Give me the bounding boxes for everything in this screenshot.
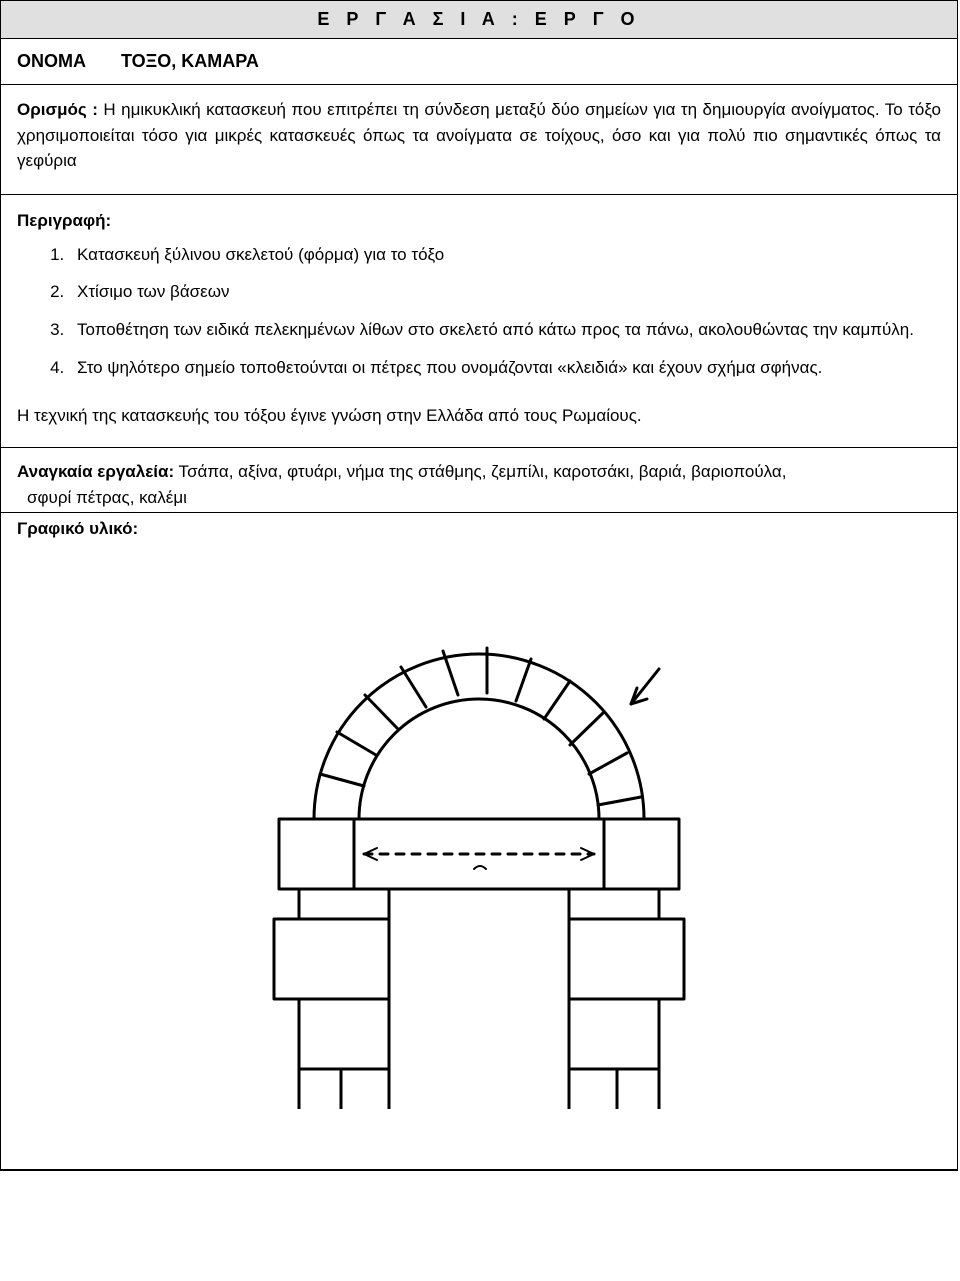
step-item: Χτίσιμο των βάσεων — [69, 280, 941, 304]
arch-diagram-icon — [219, 569, 739, 1109]
page-title: Ε Ρ Γ Α Σ Ι Α : Ε Ρ Γ Ο — [317, 9, 640, 29]
definition-text: Η ημικυκλική κατασκευή που επιτρέπει τη … — [17, 100, 941, 170]
definition-label: Ορισμός : — [17, 100, 98, 119]
title-bar: Ε Ρ Γ Α Σ Ι Α : Ε Ρ Γ Ο — [1, 1, 957, 39]
description-label: Περιγραφή: — [17, 211, 941, 231]
name-value: ΤΟΞΟ, ΚΑΜΑΡΑ — [121, 51, 259, 71]
graphic-area — [1, 569, 957, 1169]
step-item: Τοποθέτηση των ειδικά πελεκημένων λίθων … — [69, 318, 941, 342]
graphic-label: Γραφικό υλικό: — [17, 519, 138, 538]
steps-list: Κατασκευή ξύλινου σκελετού (φόρμα) για τ… — [17, 243, 941, 380]
description-row: Περιγραφή: Κατασκευή ξύλινου σκελετού (φ… — [1, 195, 957, 449]
definition-row: Ορισμός : Η ημικυκλική κατασκευή που επι… — [1, 85, 957, 195]
tools-label: Αναγκαία εργαλεία: — [17, 462, 174, 481]
tools-text-line2: σφυρί πέτρας, καλέμι — [27, 488, 187, 507]
step-item: Κατασκευή ξύλινου σκελετού (φόρμα) για τ… — [69, 243, 941, 267]
name-label: ΟΝΟΜΑ — [17, 51, 86, 71]
name-row: ΟΝΟΜΑ ΤΟΞΟ, ΚΑΜΑΡΑ — [1, 39, 957, 85]
step-item: Στο ψηλότερο σημείο τοποθετούνται οι πέτ… — [69, 356, 941, 380]
worksheet-container: Ε Ρ Γ Α Σ Ι Α : Ε Ρ Γ Ο ΟΝΟΜΑ ΤΟΞΟ, ΚΑΜΑ… — [0, 0, 958, 1171]
tools-text-line1: Τσάπα, αξίνα, φτυάρι, νήμα της στάθμης, … — [179, 462, 787, 481]
description-note: Η τεχνική της κατασκευής του τόξου έγινε… — [17, 404, 941, 428]
tools-row: Αναγκαία εργαλεία: Τσάπα, αξίνα, φτυάρι,… — [1, 448, 957, 1170]
